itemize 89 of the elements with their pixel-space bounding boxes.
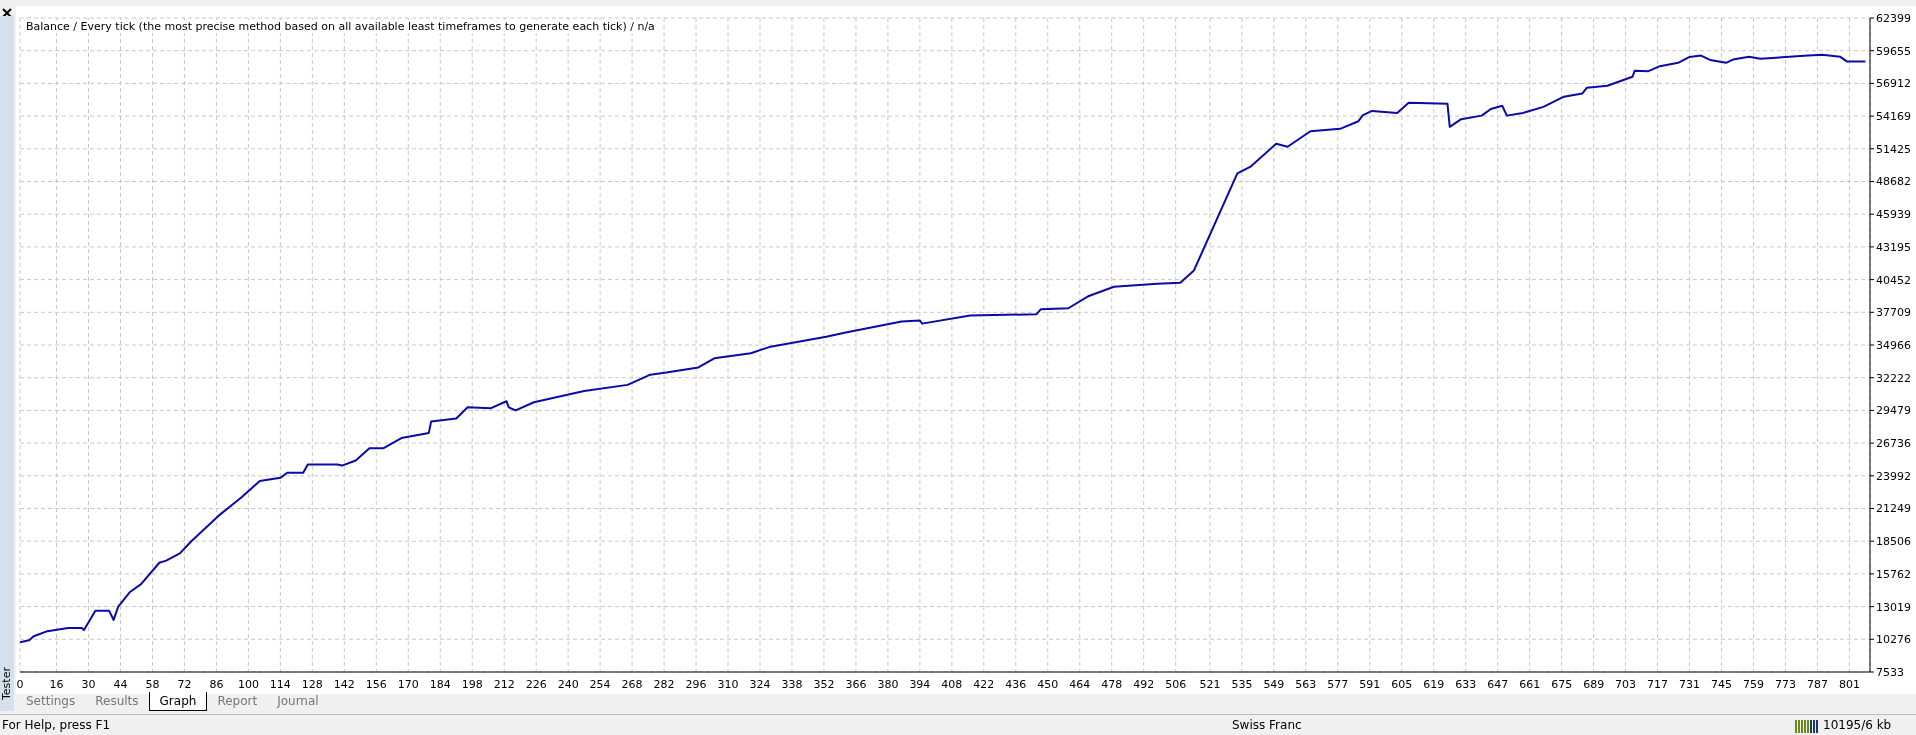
x-tick-label: 605 [1391,677,1413,691]
x-tick-label: 535 [1231,677,1253,691]
text: Report [216,693,259,710]
x-tick-label: 577 [1327,677,1349,691]
y-tick-label: 18506 [1876,535,1911,549]
x-tick-label: 492 [1133,677,1155,691]
x-tick-label: 394 [909,677,931,691]
x-tick-label: 100 [237,677,259,691]
y-tick-label: 13019 [1876,600,1911,614]
x-tick-label: 380 [877,677,899,691]
x-tick-label: 352 [813,677,835,691]
x-tick-label: 521 [1199,677,1221,691]
x-tick-label: 787 [1806,677,1828,691]
x-tick-label: 30 [81,677,96,691]
x-tick-label: 72 [177,677,192,691]
y-tick-label: 15762 [1876,567,1911,581]
chart-title: Balance / Every tick (the most precise method based on all available least timeframes to generate each tick) / n/a [26,20,655,33]
x-tick-label: 563 [1295,677,1317,691]
x-tick-label: 296 [685,677,707,691]
x-tick-label: 801 [1838,677,1860,691]
x-tick-label: 58 [145,677,160,691]
x-tick-label: 436 [1005,677,1027,691]
x-tick-label: 212 [493,677,515,691]
y-tick-label: 7533 [1876,665,1904,679]
x-tick-label: 310 [717,677,739,691]
x-tick-label: 717 [1647,677,1669,691]
y-tick-label: 34966 [1876,338,1911,352]
x-tick-label: 506 [1165,677,1187,691]
x-tick-label: 254 [589,677,611,691]
line-series [20,53,1867,644]
x-tick-label: 633 [1455,677,1477,691]
y-tick-label: 56912 [1876,77,1911,91]
y-tick-label: 23992 [1876,469,1911,483]
x-tick-label: 170 [397,677,419,691]
x-tick-label: 226 [525,677,547,691]
x-tick-label: 142 [333,677,355,691]
x-tick-label: 114 [269,677,291,691]
x-tick-label: 549 [1263,677,1285,691]
x-tick-label: 86 [209,677,224,691]
x-tick-label: 773 [1774,677,1796,691]
y-tick-label: 29479 [1876,404,1911,418]
y-tick-label: 54169 [1876,110,1911,124]
x-tick-label: 422 [973,677,995,691]
y-tick-label: 62399 [1876,11,1911,25]
y-tick-label: 51425 [1876,142,1911,156]
x-tick-label: 703 [1615,677,1637,691]
y-tick-label: 21249 [1876,502,1911,516]
x-tick-label: 0 [16,677,24,691]
x-tick-label: 591 [1359,677,1381,691]
x-tick-label: 324 [749,677,771,691]
text: For Help, press F1 [2,718,111,732]
x-tick-label: 759 [1743,677,1765,691]
text: Swiss Franc [1232,718,1302,732]
y-tick-label: 48682 [1876,175,1911,189]
y-tick-label: 37709 [1876,306,1911,320]
x-tick-label: 647 [1487,677,1509,691]
x-tick-label: 675 [1551,677,1573,691]
x-tick-label: 268 [621,677,643,691]
y-tick-label: 26736 [1876,437,1911,451]
x-tick-label: 619 [1423,677,1445,691]
y-tick-label: 45939 [1876,208,1911,222]
x-tick-label: 689 [1583,677,1605,691]
y-tick-label: 59655 [1876,44,1911,58]
x-tick-label: 661 [1519,677,1541,691]
x-tick-label: 282 [653,677,675,691]
x-tick-label: 44 [113,677,128,691]
x-tick-label: 478 [1101,677,1123,691]
text: Results [94,693,140,710]
x-tick-label: 128 [301,677,323,691]
x-tick-label: 198 [461,677,483,691]
x-tick-label: 450 [1037,677,1059,691]
x-tick-label: 338 [781,677,803,691]
y-tick-label: 10276 [1876,633,1911,647]
x-tick-label: 464 [1069,677,1091,691]
y-tick-label: 32222 [1876,371,1911,385]
text: Journal [275,693,320,710]
x-tick-label: 16 [49,677,64,691]
text: 10195/6 kb [1823,718,1892,732]
x-tick-label: 366 [845,677,867,691]
x-tick-label: 240 [557,677,579,691]
x-tick-label: 731 [1679,677,1701,691]
y-tick-label: 43195 [1876,240,1911,254]
x-tick-label: 184 [429,677,451,691]
x-tick-label: 156 [365,677,387,691]
x-tick-label: 408 [941,677,963,691]
x-tick-label: 745 [1711,677,1733,691]
y-tick-label: 40452 [1876,273,1911,287]
text: Tester [0,667,13,700]
text: Settings [25,693,77,710]
